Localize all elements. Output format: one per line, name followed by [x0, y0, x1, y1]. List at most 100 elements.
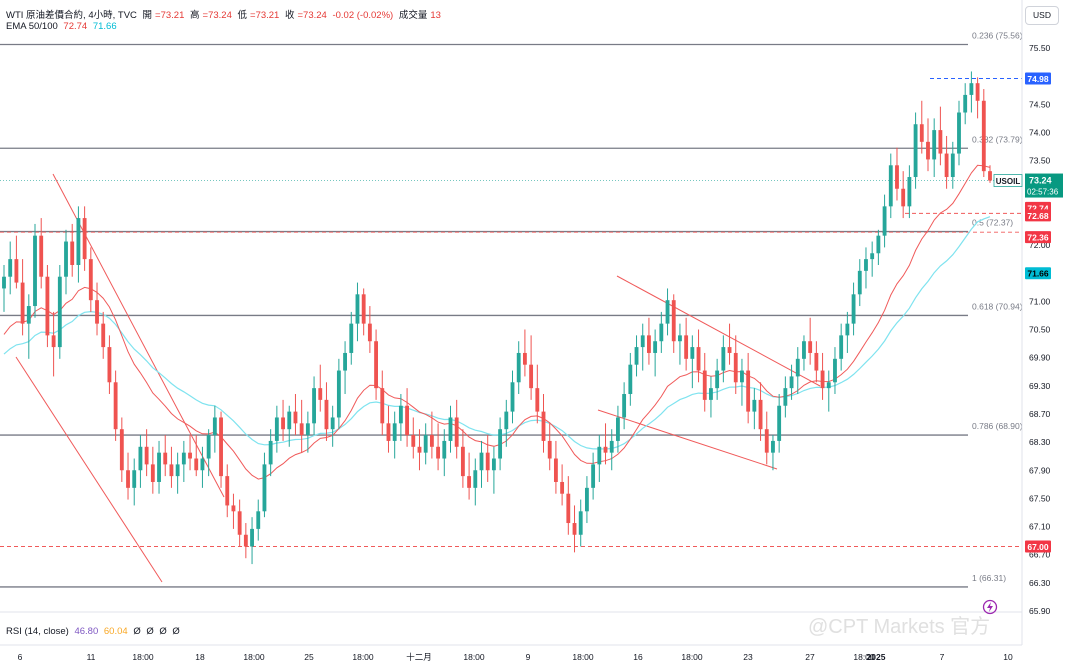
- candles: [2, 71, 992, 565]
- candle-body-3: [20, 282, 25, 324]
- x-tick-14: 27: [805, 652, 815, 662]
- ema-legend[interactable]: EMA 50/100 72.74 71.66: [6, 21, 120, 32]
- candle-body-149: [926, 141, 930, 160]
- x-tick-8: 18:00: [463, 652, 485, 662]
- symbol-tag: USOIL: [996, 177, 1021, 186]
- candle-body-153: [950, 153, 955, 178]
- candle-body-102: [634, 347, 639, 365]
- candle-body-155: [963, 94, 968, 113]
- ema50-value: 72.74: [63, 21, 88, 32]
- currency-button[interactable]: USD: [1025, 6, 1059, 25]
- candle-body-50: [312, 388, 316, 424]
- candle-body-82: [510, 382, 515, 412]
- candle-body-48: [299, 423, 304, 436]
- rsi-ma-value: 60.04: [103, 626, 128, 637]
- candle-body-103: [640, 335, 645, 348]
- candle-body-96: [597, 446, 602, 465]
- candle-body-133: [826, 382, 831, 389]
- candle-body-127: [789, 376, 794, 389]
- candle-body-80: [498, 429, 503, 459]
- candle-body-55: [343, 352, 347, 371]
- candle-body-53: [330, 417, 335, 430]
- candle-body-66: [411, 435, 416, 447]
- candle-body-106: [659, 323, 664, 342]
- fib-label-2: 0.5 (72.37): [972, 218, 1013, 228]
- open-label: 開: [142, 10, 153, 21]
- candle-body-19: [119, 429, 124, 471]
- candle-body-40: [250, 528, 254, 547]
- candle-body-24: [150, 464, 155, 482]
- x-tick-0: 6: [18, 652, 23, 662]
- candle-body-147: [913, 124, 918, 178]
- candle-body-84: [522, 352, 527, 365]
- candle-body-99: [616, 417, 620, 441]
- x-tick-11: 16: [633, 652, 643, 662]
- candle-body-121: [752, 399, 757, 412]
- y-tick-3: 74.00: [1029, 127, 1051, 137]
- candle-body-17: [107, 347, 112, 383]
- candle-body-101: [628, 364, 633, 395]
- candle-body-70: [436, 446, 441, 459]
- price-tag-5: 67.00: [1027, 542, 1049, 552]
- rsi-value: 46.80: [74, 626, 99, 637]
- candle-body-109: [678, 335, 682, 342]
- price-tag-bg-4: [1025, 267, 1051, 280]
- candle-body-45: [281, 417, 285, 430]
- x-tick-1: 11: [87, 652, 96, 662]
- candle-body-110: [684, 335, 689, 359]
- candle-body-21: [132, 470, 137, 488]
- close-value: =73.24: [297, 10, 327, 21]
- candle-body-46: [287, 411, 292, 430]
- y-tick-16: 67.50: [1029, 493, 1051, 503]
- x-tick-12: 18:00: [681, 652, 703, 662]
- last-price-bg: [1025, 173, 1063, 198]
- symbol-tag-bg: [993, 174, 1023, 187]
- fib-label-3: 0.618 (70.94): [972, 301, 1023, 311]
- candle-body-94: [584, 487, 589, 512]
- candle-body-118: [733, 352, 738, 383]
- candle-body-30: [188, 452, 192, 459]
- y-tick-13: 68.70: [1029, 409, 1051, 419]
- candle-body-59: [367, 323, 372, 342]
- x-tick-15: 18:00: [853, 652, 875, 662]
- open-value: =73.21: [155, 10, 185, 21]
- candle-body-88: [547, 440, 552, 459]
- candle-body-85: [529, 364, 534, 389]
- candle-body-2: [14, 259, 19, 283]
- candle-body-111: [690, 347, 695, 359]
- candle-body-54: [336, 370, 341, 418]
- candle-body-135: [839, 335, 844, 359]
- watermark: @CPT Markets 官方: [808, 616, 991, 638]
- x-tick-9: 9: [526, 652, 531, 662]
- x-tick-16: 2025: [867, 652, 886, 662]
- candle-body-73: [454, 417, 459, 447]
- high-label: 高: [190, 10, 200, 21]
- candle-body-107: [665, 300, 670, 324]
- flash-icon-bolt: [987, 602, 993, 612]
- candle-body-139: [864, 259, 868, 271]
- price-tag-2: 72.68: [1027, 211, 1049, 221]
- volume-label: 成交量: [398, 10, 428, 21]
- candle-body-14: [88, 259, 93, 301]
- candle-body-115: [715, 370, 720, 389]
- candle-body-63: [392, 423, 397, 441]
- candle-body-6: [39, 235, 44, 277]
- price-tag-bg-0: [1025, 72, 1051, 85]
- y-tick-11: 69.90: [1029, 353, 1051, 363]
- candle-body-25: [157, 452, 161, 482]
- low-label: 低: [237, 10, 248, 21]
- symbol-title[interactable]: WTI 原油差價合約, 4小時, TVC: [6, 10, 137, 21]
- candle-body-129: [802, 341, 806, 359]
- candle-body-87: [541, 411, 546, 441]
- candle-body-72: [448, 417, 453, 441]
- trend-line-0: [52, 173, 225, 498]
- x-tick-10: 18:00: [572, 652, 594, 662]
- chart-header: WTI 原油差價合約, 4小時, TVC 開 =73.21 高 =73.24 低 =7…: [6, 7, 444, 21]
- dashed-levels: [0, 78, 1022, 547]
- y-tick-0: 75.50: [1029, 43, 1051, 53]
- rsi-legend[interactable]: RSI (14, close) 46.80 60.04 Ø Ø Ø Ø: [6, 626, 183, 637]
- candle-body-157: [975, 83, 980, 101]
- candle-body-52: [324, 399, 329, 430]
